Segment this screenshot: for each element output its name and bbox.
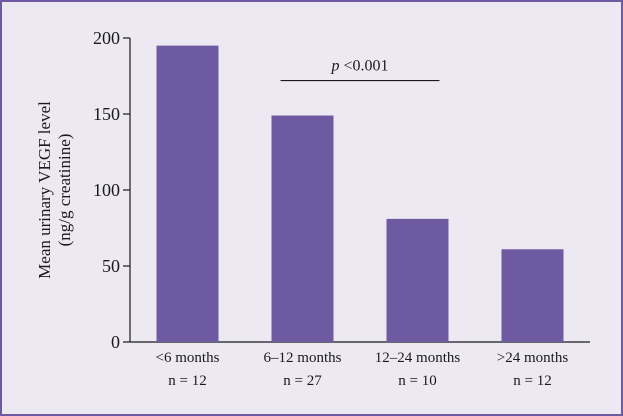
p-value-label: p <0.001 bbox=[330, 58, 388, 75]
x-tick-label: <6 months bbox=[156, 350, 220, 366]
x-tick-sample-size: n = 10 bbox=[398, 373, 436, 389]
y-tick-label: 50 bbox=[102, 256, 120, 276]
x-tick-label: >24 months bbox=[497, 350, 569, 366]
y-axis-label: Mean urinary VEGF level (ng/g creatinine… bbox=[35, 101, 74, 279]
x-tick-label: 12–24 months bbox=[375, 350, 461, 366]
y-tick-label: 150 bbox=[93, 104, 120, 124]
bar-3 bbox=[501, 249, 564, 342]
y-tick-label: 0 bbox=[111, 332, 120, 352]
bar-1 bbox=[271, 115, 334, 343]
y-axis-label-line-1: Mean urinary VEGF level bbox=[35, 101, 54, 279]
bar-0 bbox=[156, 45, 219, 342]
y-tick-label: 200 bbox=[93, 28, 120, 48]
x-tick-sample-size: n = 12 bbox=[168, 373, 206, 389]
x-tick-sample-size: n = 27 bbox=[283, 373, 322, 389]
bar-2 bbox=[386, 218, 449, 342]
x-tick-label: 6–12 months bbox=[264, 350, 342, 366]
y-axis-label-line-2: (ng/g creatinine) bbox=[55, 134, 74, 247]
y-tick-label: 100 bbox=[93, 180, 120, 200]
x-tick-sample-size: n = 12 bbox=[513, 373, 551, 389]
